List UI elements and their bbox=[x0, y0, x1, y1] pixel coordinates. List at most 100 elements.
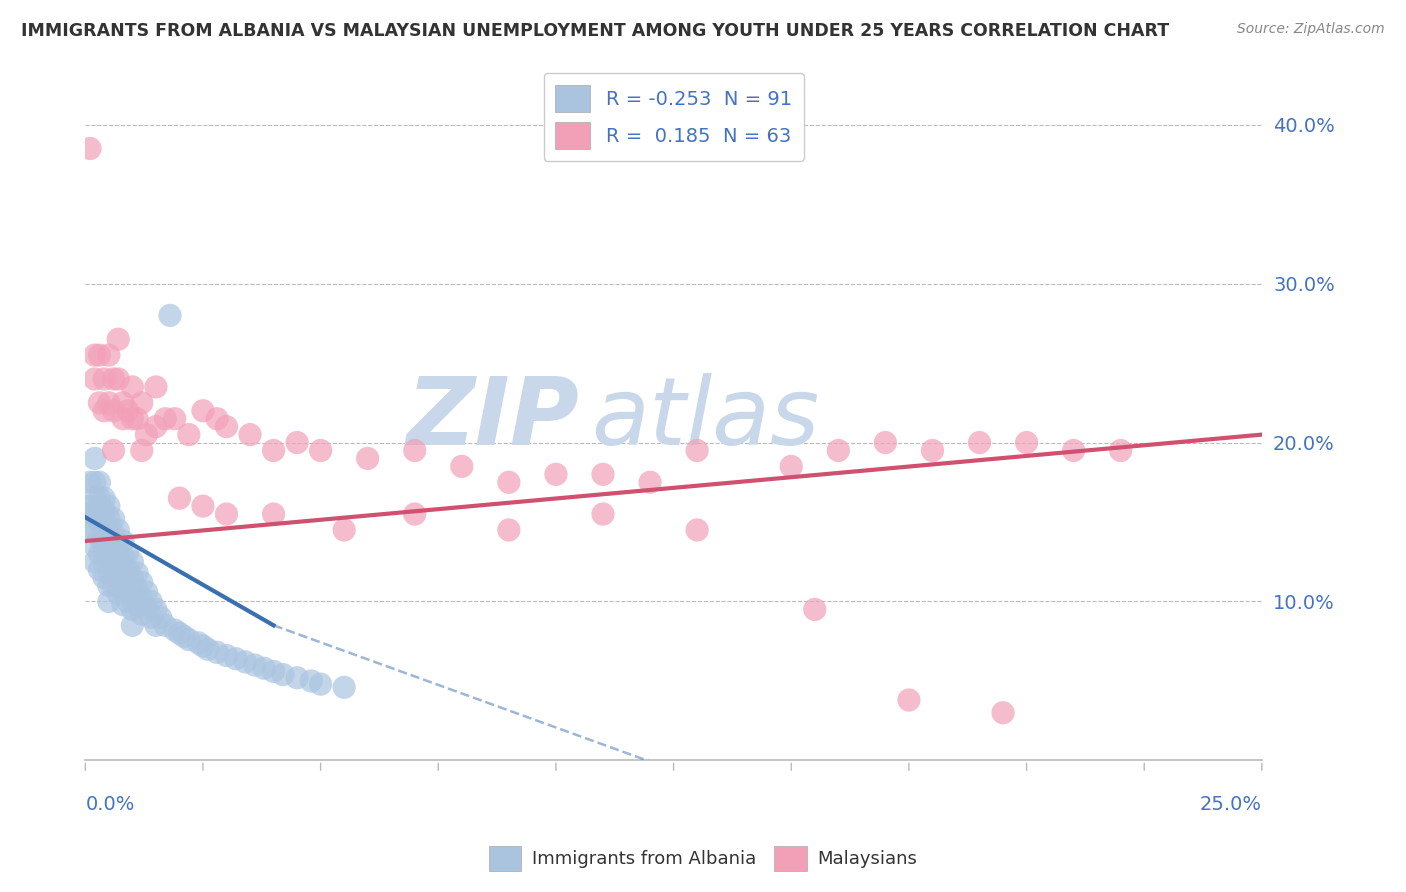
Point bbox=[93, 491, 115, 505]
Point bbox=[333, 681, 356, 695]
Point bbox=[83, 507, 105, 521]
Point bbox=[285, 671, 308, 685]
Point bbox=[263, 507, 285, 521]
Point bbox=[107, 551, 129, 566]
Point bbox=[117, 578, 139, 592]
Point bbox=[103, 403, 125, 417]
Point bbox=[243, 658, 266, 673]
Point bbox=[357, 451, 380, 466]
Point bbox=[125, 411, 148, 425]
Point bbox=[89, 396, 111, 410]
Point bbox=[169, 491, 191, 505]
Point bbox=[97, 566, 120, 580]
Point bbox=[191, 499, 214, 513]
Point bbox=[97, 348, 120, 362]
Point bbox=[145, 380, 167, 394]
Point bbox=[83, 451, 105, 466]
Point bbox=[131, 591, 153, 606]
Point bbox=[141, 594, 163, 608]
Point bbox=[83, 475, 105, 490]
Point bbox=[875, 435, 897, 450]
Point bbox=[89, 491, 111, 505]
Point bbox=[544, 467, 567, 482]
Point bbox=[498, 475, 520, 490]
Point bbox=[111, 549, 134, 564]
Point bbox=[103, 526, 125, 541]
Point bbox=[107, 537, 129, 551]
Point bbox=[83, 491, 105, 505]
Text: 0.0%: 0.0% bbox=[86, 796, 135, 814]
Point bbox=[141, 610, 163, 624]
Point bbox=[121, 586, 143, 600]
Point bbox=[969, 435, 991, 450]
Point bbox=[83, 555, 105, 569]
Point bbox=[191, 639, 214, 653]
Point bbox=[117, 403, 139, 417]
Point bbox=[97, 551, 120, 566]
Point bbox=[145, 602, 167, 616]
Point bbox=[121, 602, 143, 616]
Point bbox=[121, 380, 143, 394]
Point bbox=[93, 555, 115, 569]
Point bbox=[93, 502, 115, 516]
Point bbox=[125, 598, 148, 612]
Point bbox=[131, 607, 153, 622]
Point bbox=[131, 443, 153, 458]
Point bbox=[111, 582, 134, 596]
Point bbox=[991, 706, 1014, 720]
Point bbox=[253, 661, 276, 675]
Point bbox=[125, 582, 148, 596]
Point bbox=[804, 602, 827, 616]
Point bbox=[89, 547, 111, 561]
Point bbox=[93, 526, 115, 541]
Point bbox=[107, 372, 129, 386]
Point bbox=[205, 411, 228, 425]
Point bbox=[79, 141, 101, 155]
Point bbox=[135, 585, 157, 599]
Point bbox=[107, 332, 129, 346]
Point bbox=[215, 419, 238, 434]
Point bbox=[592, 467, 614, 482]
Point bbox=[117, 547, 139, 561]
Point bbox=[187, 636, 209, 650]
Point bbox=[163, 623, 186, 637]
Point bbox=[163, 411, 186, 425]
Point bbox=[686, 443, 709, 458]
Point bbox=[93, 571, 115, 585]
Point bbox=[239, 427, 262, 442]
Point bbox=[117, 563, 139, 577]
Point bbox=[285, 435, 308, 450]
Point bbox=[780, 459, 803, 474]
Point bbox=[135, 427, 157, 442]
Point bbox=[93, 539, 115, 553]
Point bbox=[309, 677, 332, 691]
Point bbox=[827, 443, 849, 458]
Point bbox=[333, 523, 356, 537]
Point bbox=[107, 586, 129, 600]
Point bbox=[121, 618, 143, 632]
Point bbox=[97, 526, 120, 541]
Point bbox=[83, 539, 105, 553]
Point bbox=[103, 512, 125, 526]
Point bbox=[205, 645, 228, 659]
Point bbox=[131, 575, 153, 590]
Point bbox=[145, 419, 167, 434]
Point bbox=[97, 539, 120, 553]
Point bbox=[149, 610, 172, 624]
Point bbox=[97, 594, 120, 608]
Point bbox=[97, 512, 120, 526]
Point bbox=[89, 531, 111, 545]
Point bbox=[1015, 435, 1038, 450]
Point bbox=[107, 523, 129, 537]
Point bbox=[103, 542, 125, 557]
Point bbox=[97, 499, 120, 513]
Point bbox=[233, 655, 256, 669]
Point bbox=[299, 673, 322, 688]
Point bbox=[111, 411, 134, 425]
Point bbox=[263, 443, 285, 458]
Point bbox=[83, 372, 105, 386]
Point bbox=[121, 571, 143, 585]
Point bbox=[921, 443, 943, 458]
Point bbox=[155, 618, 177, 632]
Point bbox=[225, 651, 247, 665]
